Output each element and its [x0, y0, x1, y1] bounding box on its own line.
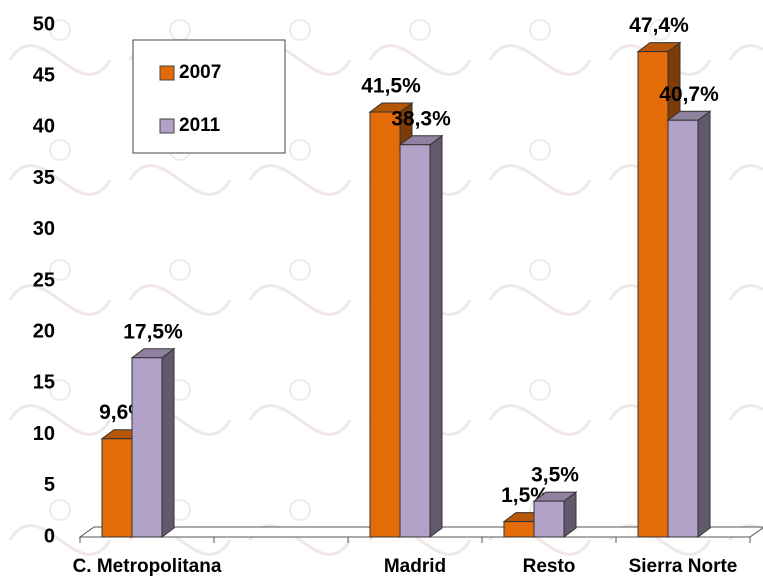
legend-label: 2007: [179, 62, 221, 83]
x-tick-label: Sierra Norte: [629, 556, 738, 577]
bar-face: [534, 501, 564, 537]
data-label: 41,5%: [361, 75, 421, 98]
data-label: 3,5%: [531, 464, 579, 487]
y-tick-label: 50: [33, 13, 55, 35]
bar-face: [102, 439, 132, 537]
y-tick-label: 35: [33, 167, 55, 189]
bar-face: [668, 120, 698, 537]
legend-box: [133, 40, 285, 153]
bar: [400, 136, 442, 537]
data-label: 17,5%: [123, 320, 183, 343]
bar: [668, 111, 710, 537]
y-tick-label: 45: [33, 64, 55, 86]
y-tick-label: 20: [33, 320, 55, 342]
x-tick-label: Resto: [523, 556, 576, 577]
bar-face: [400, 145, 430, 537]
y-tick-label: 0: [44, 525, 55, 547]
y-tick-label: 40: [33, 116, 55, 138]
y-tick-label: 10: [33, 423, 55, 445]
bar-face: [638, 52, 668, 537]
legend-label: 2011: [179, 115, 221, 136]
y-tick-label: 25: [33, 269, 55, 291]
bar-face: [162, 349, 174, 537]
x-tick-label: Madrid: [384, 556, 446, 577]
y-tick-label: 5: [44, 474, 55, 496]
bar: [132, 349, 174, 537]
bar-face: [430, 136, 442, 537]
x-tick-label: C. Metropolitana: [73, 556, 222, 577]
y-tick-label: 30: [33, 218, 55, 240]
bar-face: [504, 522, 534, 537]
data-label: 40,7%: [659, 83, 719, 106]
bar: [534, 492, 576, 537]
chart: 05101520253035404550C. Metropolitana9,6%…: [0, 0, 763, 587]
legend-swatch: [160, 119, 174, 133]
data-label: 38,3%: [391, 107, 451, 130]
legend-swatch: [160, 66, 174, 80]
bar-face: [698, 111, 710, 537]
bar-face: [132, 358, 162, 537]
bar-face: [370, 112, 400, 537]
page: {"chart_data": {"type": "bar3d", "catego…: [0, 0, 763, 587]
data-label: 47,4%: [629, 14, 689, 37]
y-tick-label: 15: [33, 372, 55, 394]
